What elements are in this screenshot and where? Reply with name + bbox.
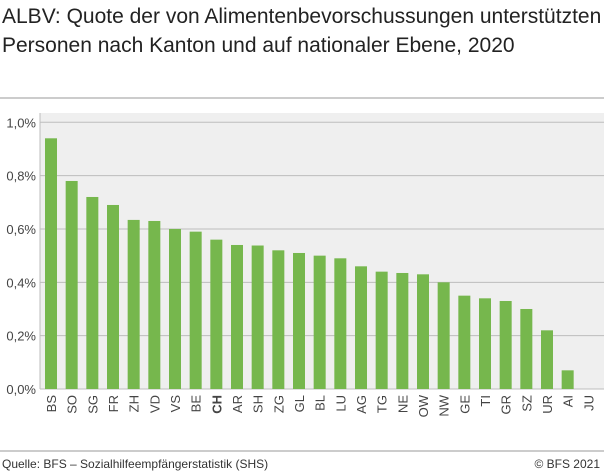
x-tick-label: GL: [292, 395, 307, 412]
bar-ne: [396, 272, 409, 389]
chart-title: ALBV: Quote der von Alimentenbevorschuss…: [2, 5, 602, 57]
bar-tg: [375, 271, 388, 389]
y-tick-label: 0,8%: [6, 169, 36, 184]
x-tick-label: AG: [354, 395, 369, 414]
bar-be: [189, 231, 202, 389]
x-tick-label: NW: [437, 394, 452, 416]
bar-ai: [561, 370, 574, 389]
bar-so: [65, 180, 78, 389]
y-tick-label: 0,0%: [6, 382, 36, 397]
x-tick-label: CH: [209, 395, 224, 414]
y-tick-label: 0,4%: [6, 275, 36, 290]
x-tick-label: SO: [65, 395, 80, 414]
bar-ti: [479, 298, 491, 389]
bar-gr: [499, 300, 512, 389]
bar-fr: [107, 204, 119, 389]
x-tick-label: SZ: [519, 395, 534, 412]
x-tick-label: AI: [561, 395, 576, 407]
x-tick-label: SH: [251, 395, 266, 413]
x-tick-label: TI: [478, 395, 493, 407]
x-tick-label: BL: [313, 395, 328, 411]
bar-ge: [458, 295, 471, 389]
bar-ch: [210, 239, 223, 389]
x-tick-label: NE: [395, 395, 410, 413]
x-tick-label: ZH: [127, 395, 142, 412]
bar-ag: [355, 266, 367, 389]
x-tick-label: UR: [540, 395, 555, 414]
bar-bl: [313, 255, 326, 389]
x-tick-label: SG: [85, 395, 100, 414]
bar-lu: [334, 258, 347, 389]
x-tick-label: BE: [189, 395, 204, 413]
bar-bs: [45, 138, 57, 389]
bar-sg: [86, 196, 99, 389]
y-tick-label: 1,0%: [6, 115, 36, 130]
x-tick-label: JU: [581, 395, 596, 411]
x-tick-label: LU: [333, 395, 348, 412]
x-tick-label: BS: [44, 395, 59, 413]
bar-zg: [272, 250, 285, 389]
y-tick-label: 0,2%: [6, 329, 36, 344]
x-tick-label: FR: [106, 395, 121, 412]
copyright: © BFS 2021: [534, 457, 600, 471]
bar-gl: [293, 252, 305, 389]
bar-ow: [417, 274, 429, 389]
x-tick-label: GE: [457, 395, 472, 414]
bar-sz: [520, 308, 533, 389]
bar-vs: [169, 228, 181, 389]
source-note: Quelle: BFS – Sozialhilfeempfängerstatis…: [2, 457, 269, 471]
x-tick-label: TG: [375, 395, 390, 413]
bar-sh: [251, 245, 264, 389]
x-tick-label: AR: [230, 395, 245, 413]
x-tick-label: VS: [168, 395, 183, 413]
x-tick-label: VD: [147, 395, 162, 413]
bar-ur: [541, 330, 553, 389]
bar-ar: [231, 244, 243, 389]
x-tick-label: ZG: [271, 395, 286, 413]
bar-zh: [127, 219, 140, 389]
x-tick-label: GR: [499, 395, 514, 415]
y-tick-label: 0,6%: [6, 222, 36, 237]
x-tick-label: OW: [416, 394, 431, 417]
bar-vd: [148, 220, 161, 389]
bar-nw: [437, 282, 450, 389]
